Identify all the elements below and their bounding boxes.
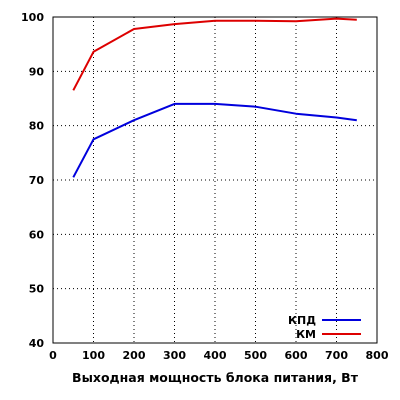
series-line xyxy=(72,17,357,91)
plot-frame xyxy=(52,16,378,344)
x-tick-label: 600 xyxy=(285,349,308,362)
y-tick-label: 50 xyxy=(29,283,45,296)
y-tick-label: 90 xyxy=(29,65,45,78)
y-tick-label: 70 xyxy=(29,174,45,187)
grid xyxy=(53,17,377,343)
y-tick-label: 100 xyxy=(21,11,44,24)
x-tick-label: 700 xyxy=(325,349,348,362)
axis-ticks: 0 100 200 300 400 500 600 700 800 40 50 60 70 80 90 100 xyxy=(21,11,389,362)
x-tick-label: 200 xyxy=(123,349,146,362)
x-tick-label: 100 xyxy=(82,349,105,362)
x-tick-label: 0 xyxy=(49,349,57,362)
legend-label: КМ xyxy=(296,328,316,341)
y-tick-label: 80 xyxy=(29,120,45,133)
y-tick-label: 40 xyxy=(29,337,45,350)
x-tick-label: 300 xyxy=(163,349,186,362)
x-tick-label: 400 xyxy=(204,349,227,362)
x-axis-title: Выходная мощность блока питания, Вт xyxy=(72,370,359,385)
series-line xyxy=(72,102,357,178)
y-tick-label: 60 xyxy=(29,228,45,241)
series-lines xyxy=(72,17,357,178)
legend-label: КПД xyxy=(288,314,316,327)
x-tick-label: 500 xyxy=(244,349,267,362)
x-tick-label: 800 xyxy=(366,349,389,362)
